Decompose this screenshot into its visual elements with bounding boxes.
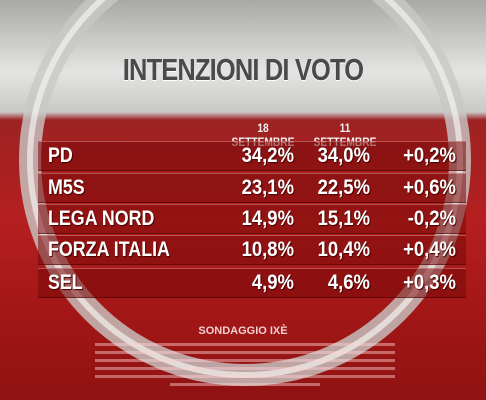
fine-print xyxy=(95,351,395,354)
fine-print xyxy=(95,359,395,362)
value-cell: 34,0% xyxy=(317,144,370,167)
value-cell: +0,6% xyxy=(403,176,456,199)
value-cell: 23,1% xyxy=(241,176,294,199)
value-cell: 10,8% xyxy=(241,238,294,261)
value-cell: 15,1% xyxy=(317,207,370,230)
title: INTENZIONI DI VOTO xyxy=(122,52,364,87)
fine-print xyxy=(95,343,395,346)
value-cell: 10,4% xyxy=(317,238,370,261)
fine-print xyxy=(95,367,395,370)
value-cell: -0,2% xyxy=(407,207,456,230)
value-cell: +0,3% xyxy=(403,271,456,294)
table-row: LEGA NORD 14,9% 15,1% -0,2% xyxy=(38,204,466,234)
fine-print xyxy=(95,375,395,378)
table-row: SEL 4,9% 4,6% +0,3% xyxy=(38,268,466,298)
table-row: PD 34,2% 34,0% +0,2% xyxy=(38,141,466,171)
party-label: SEL xyxy=(48,271,83,294)
party-label: PD xyxy=(48,144,73,167)
value-cell: +0,2% xyxy=(403,144,456,167)
value-cell: 22,5% xyxy=(317,176,370,199)
value-cell: 4,6% xyxy=(327,271,370,294)
party-label: LEGA NORD xyxy=(48,207,155,230)
party-label: M5S xyxy=(48,176,85,199)
value-cell: 14,9% xyxy=(241,207,294,230)
value-cell: 4,9% xyxy=(251,271,294,294)
value-cell: +0,4% xyxy=(403,238,456,261)
source: SONDAGGIO IXÈ xyxy=(198,325,288,337)
party-label: FORZA ITALIA xyxy=(48,238,170,261)
table-row: FORZA ITALIA 10,8% 10,4% +0,4% xyxy=(38,235,466,265)
table-row: M5S 23,1% 22,5% +0,6% xyxy=(38,173,466,203)
value-cell: 34,2% xyxy=(241,144,294,167)
fine-print xyxy=(170,383,320,386)
